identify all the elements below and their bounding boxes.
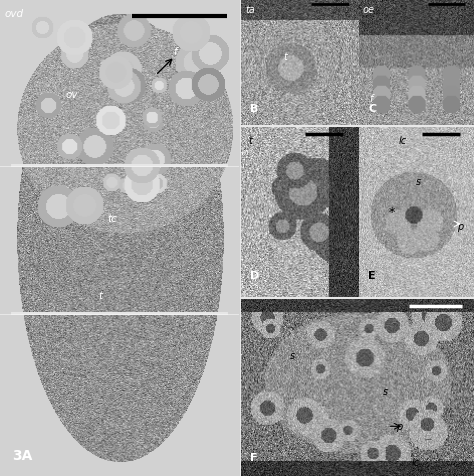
Text: oe: oe — [363, 5, 374, 15]
Text: lc: lc — [411, 457, 420, 467]
Text: p: p — [457, 221, 464, 231]
Text: f: f — [369, 93, 373, 103]
Text: *: * — [388, 206, 394, 219]
Text: ov: ov — [65, 90, 78, 100]
Text: lc: lc — [399, 136, 407, 146]
Text: B: B — [250, 104, 258, 114]
Text: E: E — [368, 270, 376, 280]
Text: C: C — [368, 104, 377, 114]
Text: p: p — [396, 421, 402, 431]
Text: t: t — [99, 290, 102, 300]
Text: tc: tc — [108, 214, 118, 224]
Text: t: t — [283, 52, 287, 62]
Text: s: s — [416, 177, 421, 187]
Text: s: s — [383, 386, 388, 396]
Text: D: D — [250, 270, 259, 280]
Text: ta: ta — [245, 5, 255, 15]
Text: f: f — [173, 48, 176, 57]
Text: ovd: ovd — [5, 10, 24, 19]
Text: 3A: 3A — [12, 448, 32, 462]
Text: t: t — [248, 136, 252, 146]
Text: F: F — [250, 452, 258, 462]
Text: s: s — [290, 351, 295, 361]
